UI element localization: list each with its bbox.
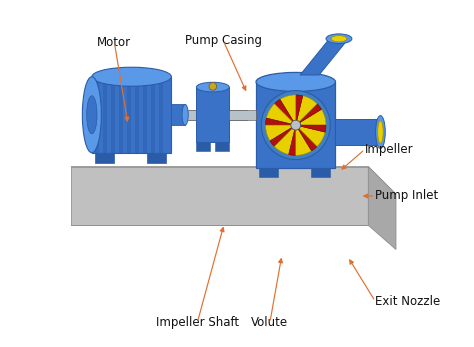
Text: Impeller Shaft: Impeller Shaft bbox=[155, 316, 239, 329]
Polygon shape bbox=[147, 153, 166, 163]
Ellipse shape bbox=[182, 104, 188, 125]
Ellipse shape bbox=[209, 83, 217, 90]
Wedge shape bbox=[280, 95, 296, 125]
Polygon shape bbox=[368, 167, 396, 249]
Ellipse shape bbox=[378, 121, 383, 143]
Wedge shape bbox=[296, 125, 311, 155]
Ellipse shape bbox=[291, 120, 301, 130]
Ellipse shape bbox=[326, 34, 352, 44]
Polygon shape bbox=[103, 77, 108, 153]
Polygon shape bbox=[135, 77, 139, 153]
Wedge shape bbox=[270, 125, 296, 146]
Ellipse shape bbox=[82, 77, 101, 153]
Polygon shape bbox=[215, 142, 229, 151]
Text: Pump Casing: Pump Casing bbox=[185, 34, 262, 47]
Wedge shape bbox=[274, 125, 296, 154]
Polygon shape bbox=[92, 77, 171, 153]
Polygon shape bbox=[143, 77, 147, 153]
Wedge shape bbox=[289, 125, 296, 155]
Wedge shape bbox=[296, 109, 326, 125]
Polygon shape bbox=[256, 82, 336, 168]
Polygon shape bbox=[229, 110, 256, 120]
Ellipse shape bbox=[92, 67, 171, 86]
Text: Exit Nozzle: Exit Nozzle bbox=[375, 295, 440, 308]
Polygon shape bbox=[336, 119, 381, 145]
Ellipse shape bbox=[256, 73, 336, 91]
Polygon shape bbox=[196, 87, 229, 142]
Polygon shape bbox=[259, 168, 278, 177]
Wedge shape bbox=[266, 104, 296, 125]
Ellipse shape bbox=[196, 82, 229, 92]
Polygon shape bbox=[171, 104, 185, 125]
Polygon shape bbox=[311, 168, 330, 177]
Ellipse shape bbox=[375, 116, 385, 149]
Polygon shape bbox=[111, 77, 115, 153]
Polygon shape bbox=[159, 77, 163, 153]
Polygon shape bbox=[300, 39, 348, 75]
Text: Impeller: Impeller bbox=[365, 143, 413, 156]
Ellipse shape bbox=[331, 36, 347, 42]
Polygon shape bbox=[95, 77, 100, 153]
Polygon shape bbox=[127, 77, 131, 153]
Wedge shape bbox=[296, 125, 326, 132]
Wedge shape bbox=[296, 95, 303, 125]
Polygon shape bbox=[71, 167, 396, 194]
Polygon shape bbox=[196, 142, 210, 151]
Wedge shape bbox=[274, 99, 296, 125]
Wedge shape bbox=[296, 125, 317, 151]
Wedge shape bbox=[296, 96, 317, 125]
Polygon shape bbox=[95, 153, 114, 163]
Polygon shape bbox=[119, 77, 123, 153]
Text: Volute: Volute bbox=[251, 316, 288, 329]
Wedge shape bbox=[296, 104, 321, 125]
Wedge shape bbox=[296, 125, 325, 146]
Wedge shape bbox=[265, 125, 296, 141]
Ellipse shape bbox=[261, 91, 330, 160]
Wedge shape bbox=[265, 118, 296, 125]
Polygon shape bbox=[71, 167, 368, 225]
Ellipse shape bbox=[87, 96, 97, 134]
Polygon shape bbox=[171, 110, 247, 120]
Text: Pump Inlet: Pump Inlet bbox=[375, 189, 438, 202]
Text: Motor: Motor bbox=[97, 36, 131, 49]
Polygon shape bbox=[151, 77, 155, 153]
